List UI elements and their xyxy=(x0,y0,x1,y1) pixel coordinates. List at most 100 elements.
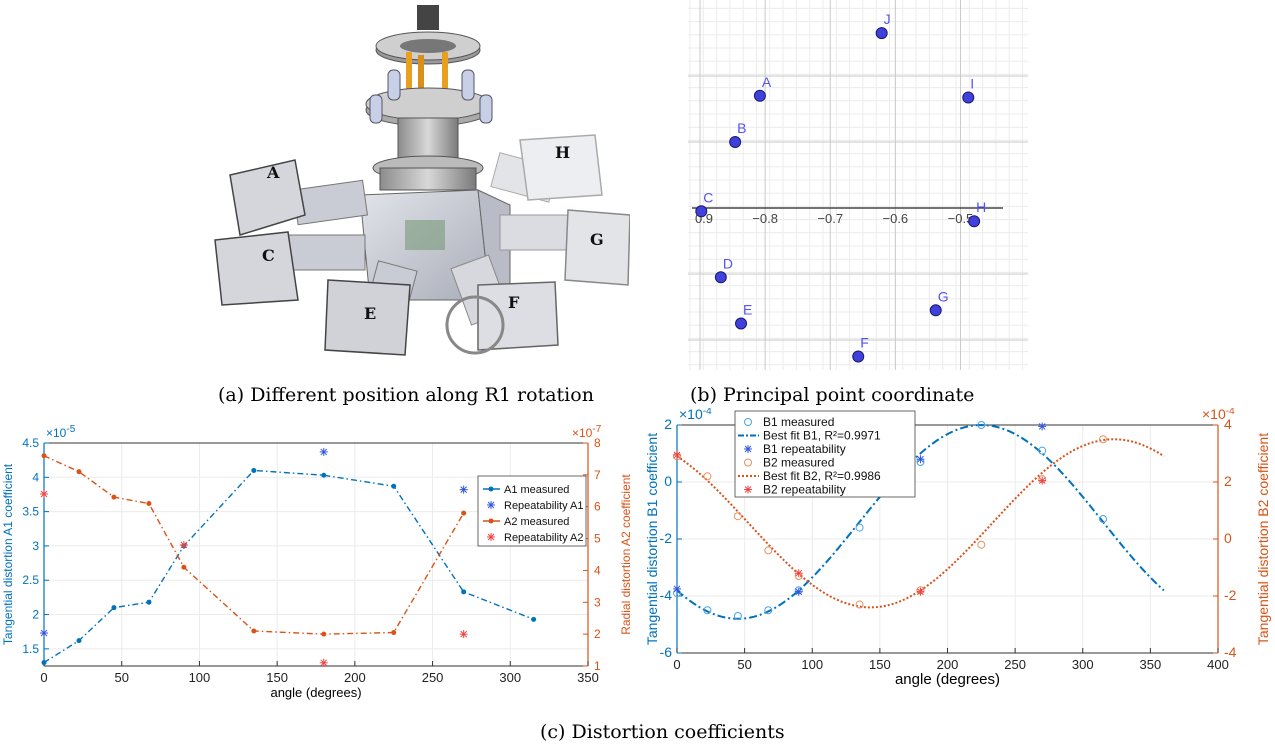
star-stroke xyxy=(673,451,681,459)
x-tick-label: 50 xyxy=(114,670,128,685)
a2-marker xyxy=(181,564,187,570)
b2-measured-marker xyxy=(977,540,986,549)
left-exponent-sup: -5 xyxy=(66,424,75,435)
point-b xyxy=(729,136,742,148)
b1-repeatability-marker xyxy=(916,455,925,464)
point-i xyxy=(962,91,975,104)
point-label-d: D xyxy=(723,255,733,271)
caption-c: (c) Distortion coefficients xyxy=(540,721,785,743)
a1-marker xyxy=(41,660,47,666)
point-label-e: E xyxy=(743,302,752,318)
legend-label: B1 measured xyxy=(763,415,834,429)
legend-label: B1 repeatability xyxy=(763,442,846,456)
x-tick-label: −0.6 xyxy=(883,211,909,226)
point-a xyxy=(753,89,766,102)
right-tick-label: 2 xyxy=(594,627,601,641)
right-tick-label: 8 xyxy=(594,436,601,450)
a-coefficient-chart: 0 50 100 150 200 250 300 350 1.5 2 2.5 3 3.5 4 4.5 1 2 3 4… xyxy=(0,408,640,708)
x-tick-label: 100 xyxy=(189,670,211,685)
star-stroke xyxy=(180,541,188,549)
legend-star xyxy=(744,445,752,453)
a1-marker xyxy=(251,467,257,473)
star-stroke xyxy=(487,533,495,541)
legend-marker xyxy=(744,418,752,426)
legend-marker xyxy=(744,458,752,467)
left-tick-label: 0 xyxy=(664,473,672,489)
legend-star xyxy=(487,501,495,509)
right-exponent-sup: -4 xyxy=(1226,408,1235,417)
star-stroke xyxy=(795,588,803,596)
x-tick-label: 0 xyxy=(673,657,680,672)
a1-marker xyxy=(76,638,82,644)
x-tick-label: 250 xyxy=(422,670,444,685)
b1-repeatability-marker xyxy=(794,587,803,596)
left-axis-label: Tangential distortion A1 coefficient xyxy=(1,463,15,645)
right-tick-label: 2 xyxy=(1224,473,1232,489)
star-stroke xyxy=(1038,423,1046,430)
x-tick-label: −0.8 xyxy=(752,211,778,226)
left-tick-label: 3 xyxy=(32,539,39,553)
star-stroke xyxy=(460,630,468,638)
b2-repeatability-marker xyxy=(673,450,681,459)
star-stroke xyxy=(320,448,328,456)
right-tick-label: 7 xyxy=(594,468,601,482)
x-tick-label: 100 xyxy=(801,657,823,672)
point-f xyxy=(852,350,865,363)
a2-marker xyxy=(251,628,257,634)
repeatability-a2-marker xyxy=(459,630,468,639)
photo-label-a: A xyxy=(266,163,280,182)
a1-marker xyxy=(391,483,397,489)
point-e xyxy=(735,317,748,330)
legend-label: Best fit B2, R²=0.9986 xyxy=(763,469,881,483)
star-stroke xyxy=(1038,477,1046,484)
repeatability-a1-marker xyxy=(319,447,328,456)
b2-repeatability-marker xyxy=(1038,476,1047,485)
x-tick-label: 250 xyxy=(1004,657,1026,672)
b2-measured-marker xyxy=(855,600,864,609)
a2-marker xyxy=(146,501,152,507)
a2-marker xyxy=(111,494,117,500)
legend-a: A1 measured Repeatability A1 A2 measured Re… xyxy=(477,475,587,547)
right-axis-label: Tangential distortion B2 coefficient xyxy=(1255,433,1271,645)
point-label-a: A xyxy=(762,74,772,90)
legend-box xyxy=(734,410,916,498)
star-stroke xyxy=(40,490,48,498)
a1-marker xyxy=(531,616,537,622)
left-tick-label: 4.5 xyxy=(22,436,39,450)
point-label-g: G xyxy=(938,288,949,304)
b2-measured-marker xyxy=(1099,435,1108,444)
repeatability-a1-marker xyxy=(40,629,48,638)
x-tick-label: −0.7 xyxy=(817,211,843,226)
legend-label: A2 measured xyxy=(504,516,569,528)
b2-measured-marker xyxy=(764,546,773,555)
star-stroke xyxy=(917,455,924,463)
a-coefficient-plot: 0 50 100 150 200 250 300 350 1.5 2 2.5 3 3.5 4 4.5 1 2 3 4… xyxy=(1,424,633,700)
b-coefficient-plot: 0 50 100 150 200 250 300 350 400 -6 -4 -2 0 2 -4 -2 0 2 4 ×… xyxy=(644,406,1271,688)
b1-measured-marker xyxy=(1038,446,1047,455)
left-tick-label: 4 xyxy=(32,470,39,484)
right-tick-label: 5 xyxy=(594,532,601,546)
star-stroke xyxy=(40,629,48,637)
cad-render-panel: A C E F G H xyxy=(210,0,631,375)
x-axis-label: angle (degrees) xyxy=(895,671,1000,688)
legend-label: B2 repeatability xyxy=(763,483,846,497)
legend-label: B2 measured xyxy=(763,456,834,470)
left-exponent-sup: -4 xyxy=(703,408,712,417)
point-h xyxy=(968,215,981,228)
legend-label: A1 measured xyxy=(504,484,569,496)
star-stroke xyxy=(320,659,328,667)
photo-label-e: E xyxy=(364,304,376,323)
point-d xyxy=(714,271,727,284)
left-exponent: ×10-4 xyxy=(679,408,712,422)
x-tick-label: 300 xyxy=(1072,657,1094,672)
b2-measured-marker xyxy=(703,472,712,481)
point-label-b: B xyxy=(737,120,746,136)
repeatability-a1-marker xyxy=(459,485,468,494)
legend-marker xyxy=(488,518,494,524)
a1-marker xyxy=(461,589,467,595)
right-tick-label: -4 xyxy=(1224,644,1237,660)
x-tick-label: 350 xyxy=(1140,657,1162,672)
star-stroke xyxy=(917,588,924,596)
star-stroke xyxy=(795,569,803,577)
